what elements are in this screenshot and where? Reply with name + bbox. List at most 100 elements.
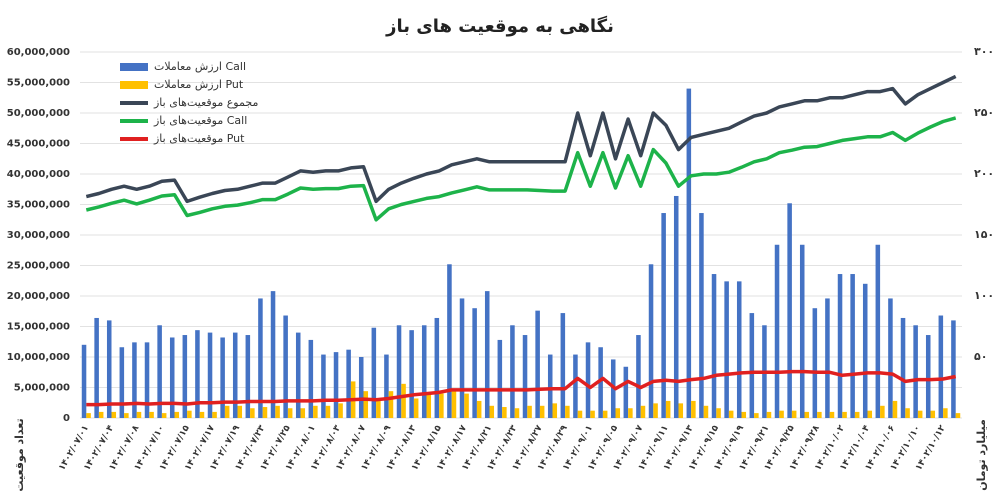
bar (371, 327, 377, 418)
bar (136, 411, 142, 418)
bar (195, 330, 200, 418)
bar (119, 347, 125, 418)
bar (250, 408, 255, 418)
bar (854, 411, 860, 418)
bar (552, 403, 558, 418)
bar (749, 313, 755, 418)
bar (648, 264, 654, 418)
bar (825, 298, 830, 418)
bar (686, 88, 692, 418)
bar (464, 393, 469, 418)
bar (711, 274, 717, 418)
bar (187, 410, 192, 418)
y-tick-label: 35,000,000 (7, 200, 70, 211)
bar (623, 366, 629, 418)
bar (565, 405, 570, 418)
y-tick-label: 25,000,000 (7, 261, 70, 272)
bar (363, 391, 369, 418)
bar (86, 413, 91, 418)
bar (779, 410, 784, 418)
bar (409, 330, 414, 418)
legend-label: ارزش معاملات Put (154, 78, 244, 91)
bar (426, 393, 432, 418)
bar (421, 325, 427, 418)
bar (766, 411, 772, 418)
bar (434, 317, 440, 418)
bar (232, 332, 238, 418)
bar (943, 408, 948, 418)
bar (673, 195, 679, 418)
bar (774, 244, 780, 418)
bar (502, 407, 507, 418)
bar (602, 410, 608, 418)
bar (955, 413, 961, 418)
bar (691, 400, 696, 418)
bar (791, 410, 797, 418)
bar (220, 337, 225, 418)
bar (703, 405, 709, 418)
bar (837, 274, 843, 418)
bar (313, 405, 318, 418)
bar (900, 317, 906, 418)
bar (124, 413, 129, 418)
bar (287, 408, 293, 418)
legend-swatch (120, 63, 148, 71)
bar (913, 325, 918, 418)
y-tick-label: 45,000,000 (7, 139, 70, 150)
bar (539, 405, 545, 418)
bar (925, 335, 931, 418)
bar (149, 411, 154, 418)
bar (333, 352, 339, 418)
bar (585, 342, 591, 418)
line (85, 116, 957, 222)
bar (598, 347, 603, 418)
legend-label: موقعیت‌های باز Put (153, 132, 245, 145)
bar (787, 203, 792, 418)
y-tick-label: 55,000,000 (7, 78, 70, 89)
bar (888, 298, 893, 418)
bar (736, 281, 742, 418)
bar (346, 349, 351, 418)
bar (892, 400, 898, 418)
bar (237, 405, 243, 418)
bar (212, 411, 217, 418)
bar (199, 411, 205, 418)
bar (245, 335, 251, 418)
bar (812, 308, 818, 418)
bar (169, 337, 175, 418)
bar (522, 335, 528, 418)
chart-title: نگاهی به موقعیت های باز (385, 15, 614, 37)
bar (527, 405, 532, 418)
bar (724, 281, 729, 418)
bar (376, 400, 381, 418)
line (86, 369, 957, 407)
bar (867, 410, 873, 418)
bar (106, 320, 112, 418)
bar (678, 403, 684, 418)
bar (224, 405, 230, 418)
bar (472, 308, 477, 418)
bar (388, 391, 394, 418)
bar (862, 283, 868, 418)
bar (573, 354, 578, 418)
bar (300, 408, 306, 418)
bar (547, 354, 553, 418)
bar (577, 410, 583, 418)
bar (447, 264, 452, 418)
bar (880, 405, 885, 418)
bar (275, 405, 280, 418)
bar (144, 342, 150, 418)
bar (938, 315, 944, 418)
bar (325, 405, 331, 418)
bar (94, 317, 99, 418)
bar (413, 398, 419, 418)
bar (358, 357, 364, 418)
y-tick-label: 50,000,000 (7, 108, 70, 119)
bar (484, 291, 490, 418)
bar (728, 410, 734, 418)
bar (817, 411, 822, 418)
bar (754, 413, 759, 418)
y-tick-label: 10,000,000 (7, 352, 70, 363)
bar (628, 408, 633, 418)
bar (510, 325, 515, 418)
